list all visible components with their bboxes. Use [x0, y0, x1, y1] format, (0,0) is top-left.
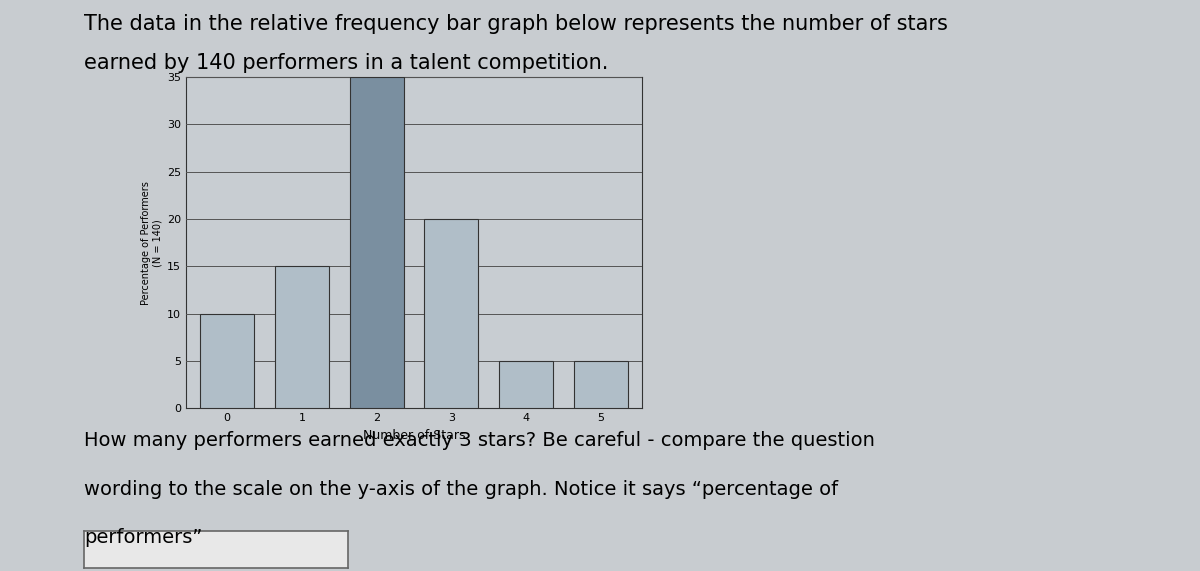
Text: The data in the relative frequency bar graph below represents the number of star: The data in the relative frequency bar g…: [84, 14, 948, 34]
Text: wording to the scale on the y-axis of the graph. Notice it says “percentage of: wording to the scale on the y-axis of th…: [84, 480, 838, 498]
Bar: [349, 77, 403, 408]
Y-axis label: Percentage of Performers
(N = 140): Percentage of Performers (N = 140): [142, 181, 163, 304]
Bar: [425, 219, 479, 408]
Bar: [499, 361, 553, 408]
Bar: [200, 313, 254, 408]
Text: earned by 140 performers in a talent competition.: earned by 140 performers in a talent com…: [84, 53, 608, 73]
Text: How many performers earned exactly 3 stars? Be careful - compare the question: How many performers earned exactly 3 sta…: [84, 431, 875, 450]
Bar: [275, 266, 329, 408]
Text: performers”: performers”: [84, 528, 203, 547]
X-axis label: Number of Stars: Number of Stars: [362, 429, 466, 442]
Bar: [574, 361, 628, 408]
